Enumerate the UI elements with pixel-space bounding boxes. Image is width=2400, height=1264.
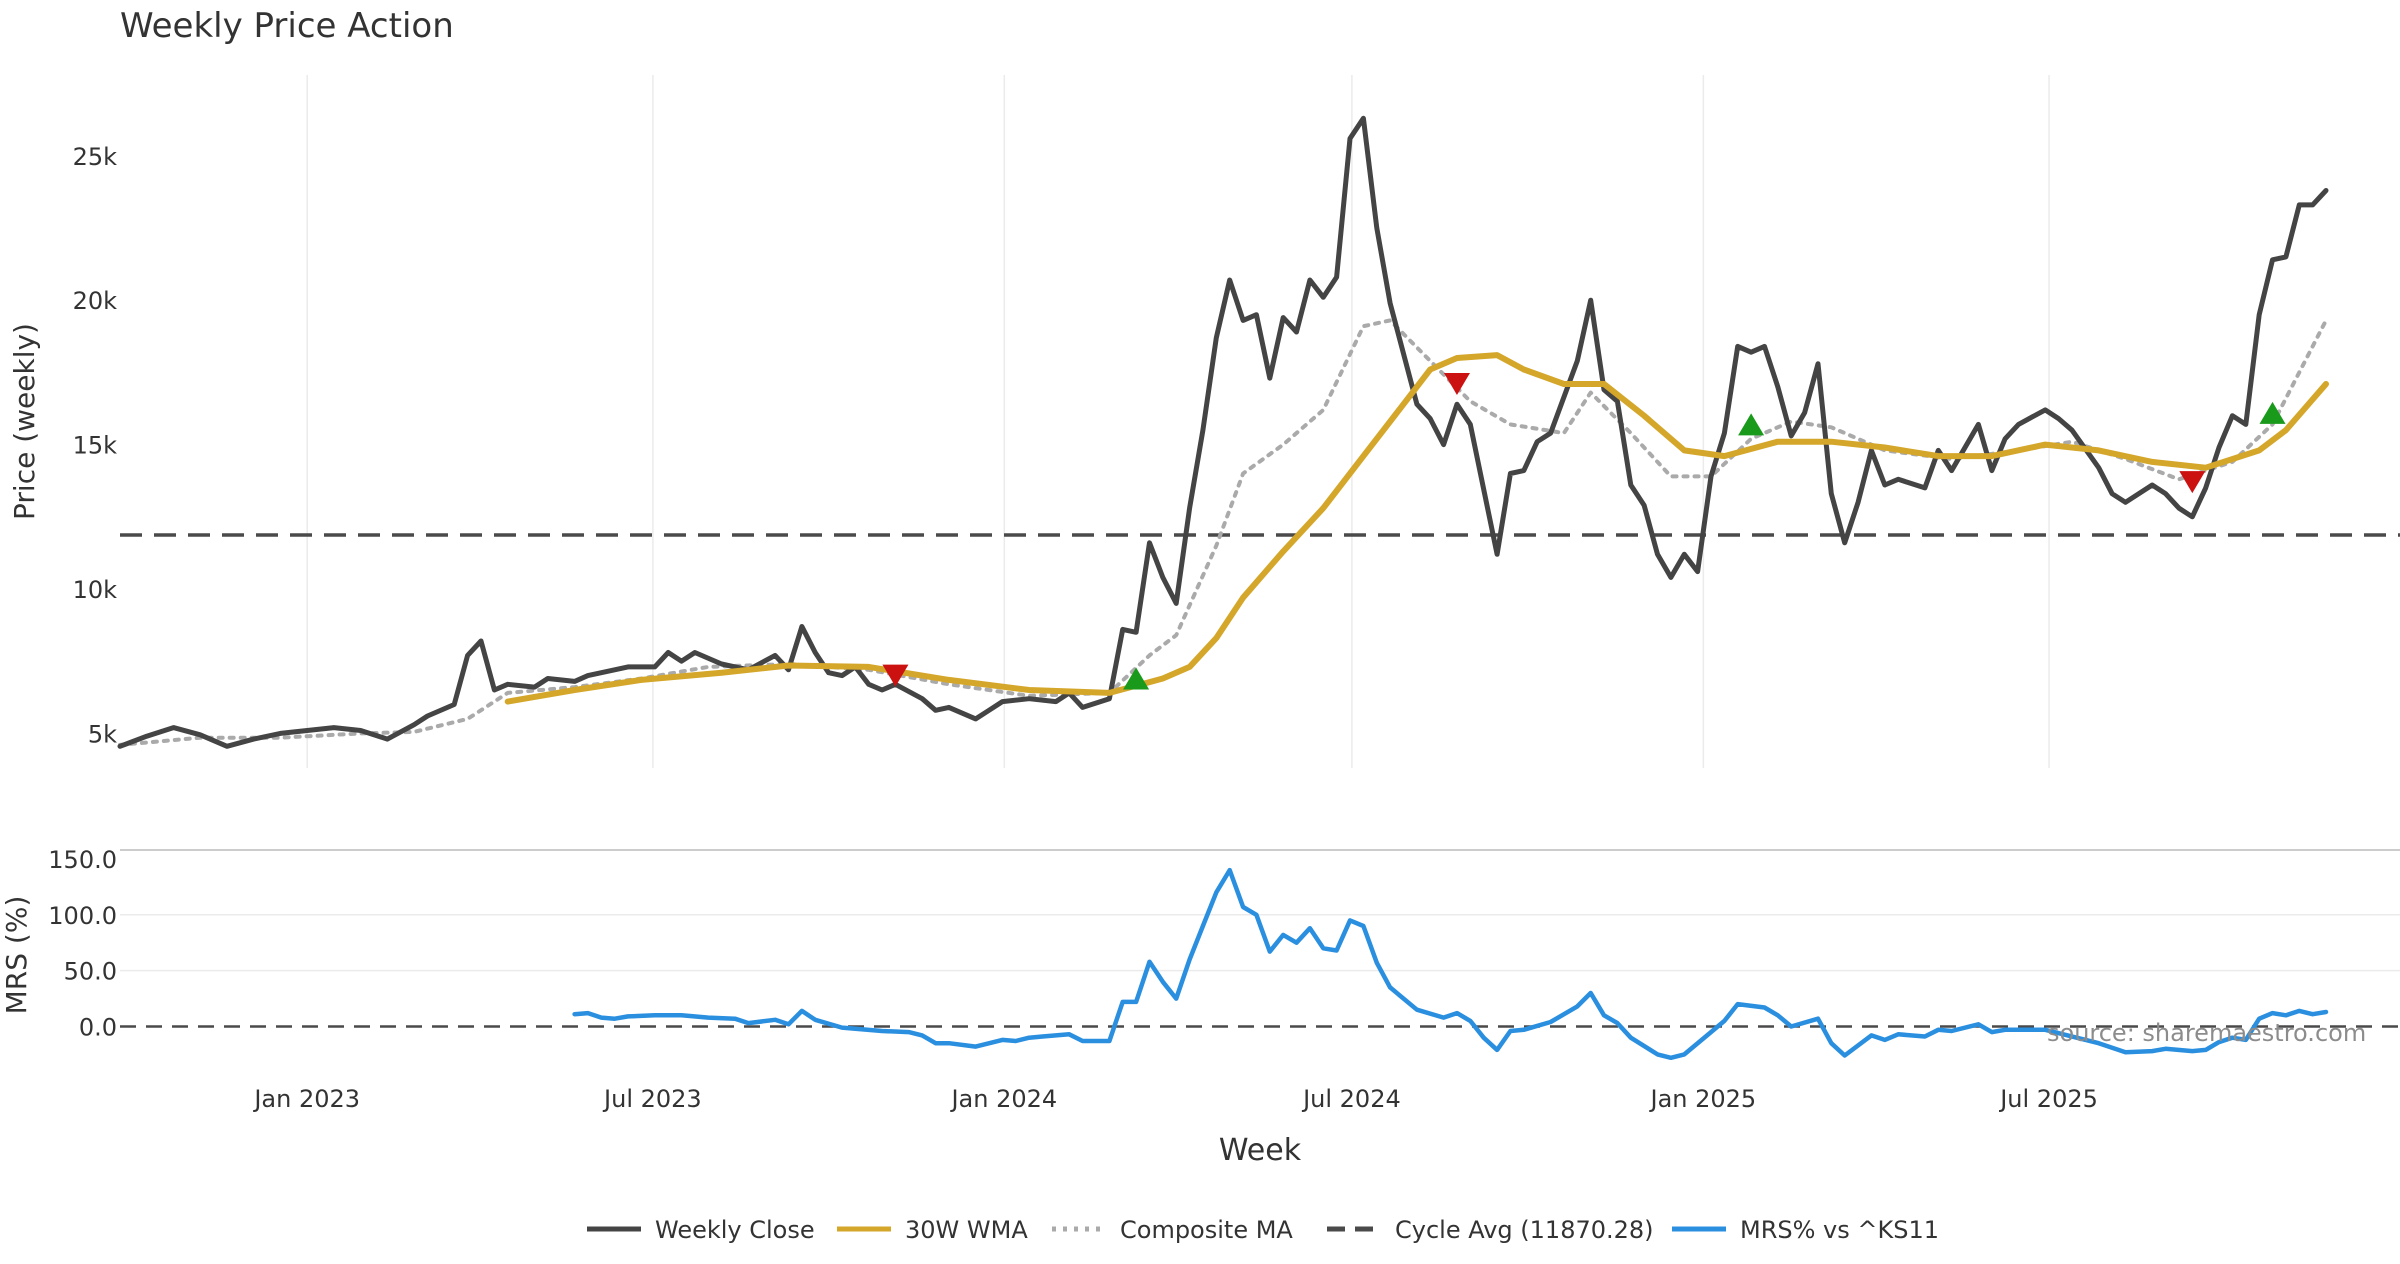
x-tick-label: Jul 2023: [602, 1085, 702, 1113]
mrs-y-tick-label: 150.0: [48, 846, 117, 874]
legend-label-cycle: Cycle Avg (11870.28): [1395, 1216, 1654, 1244]
sell-marker: [882, 664, 909, 687]
x-tick-label: Jan 2023: [252, 1085, 360, 1113]
series-wma-line: [504, 352, 2329, 705]
legend-label-wma: 30W WMA: [905, 1216, 1028, 1244]
source-label: source: sharemaestro.com: [2047, 1019, 2367, 1047]
x-tick-label: Jan 2025: [1649, 1085, 1757, 1113]
x-tick-label: Jul 2025: [1998, 1085, 2098, 1113]
mrs-y-tick-label: 0.0: [79, 1013, 117, 1041]
series-composite-line: [118, 318, 2328, 747]
y-tick-label: 20k: [73, 287, 118, 315]
series-close-line: [117, 115, 2329, 749]
y-tick-label: 10k: [73, 576, 118, 604]
sell-marker: [2179, 471, 2206, 494]
sell-marker: [1443, 372, 1470, 395]
x-tick-label: Jan 2024: [949, 1085, 1057, 1113]
mrs-axis-title: MRS (%): [0, 896, 33, 1015]
legend-label-close: Weekly Close: [655, 1216, 815, 1244]
x-tick-label: Jul 2024: [1301, 1085, 1401, 1113]
mrs-y-tick-label: 100.0: [48, 902, 117, 930]
price-axis-title: Price (weekly): [8, 323, 41, 520]
buy-marker: [1123, 667, 1150, 690]
mrs-y-tick-label: 50.0: [64, 958, 117, 986]
series-mrs-line: [572, 867, 2329, 1061]
chart-title: Weekly Price Action: [120, 6, 454, 46]
y-tick-label: 25k: [73, 143, 118, 171]
y-tick-label: 5k: [88, 720, 117, 748]
legend-label-mrs: MRS% vs ^KS11: [1740, 1216, 1939, 1244]
legend-label-composite: Composite MA: [1120, 1216, 1293, 1244]
buy-marker: [1738, 413, 1765, 436]
buy-marker: [2259, 401, 2286, 424]
x-axis-title: Week: [1219, 1133, 1302, 1168]
y-tick-label: 15k: [73, 432, 118, 460]
